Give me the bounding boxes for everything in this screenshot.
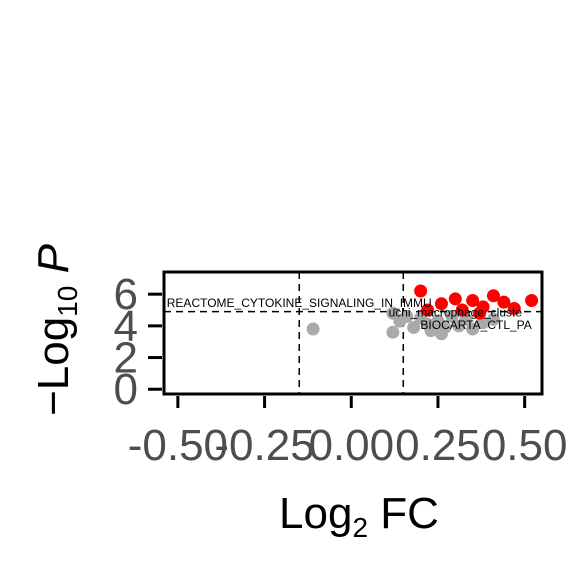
- x-axis-title-subscript: 2: [352, 512, 368, 543]
- x-tick-label-0: -0.50: [128, 421, 228, 470]
- point-annotation-2: BIOCARTA_CTL_PA: [420, 318, 531, 332]
- significant-point-7: [486, 289, 500, 303]
- nonsignificant-point-7: [424, 324, 438, 338]
- data-points: [306, 284, 539, 341]
- nonsignificant-point-10: [445, 309, 459, 323]
- y-tick-label-3: 6: [114, 270, 138, 319]
- nonsignificant-point-13: [466, 322, 480, 336]
- x-axis-title: Log2 FC: [279, 489, 439, 543]
- significant-point-0: [414, 284, 428, 298]
- point-annotation-1: uchi_macrophage_cluste: [389, 305, 523, 319]
- x-tick-label-1: -0.25: [214, 421, 314, 470]
- significant-point-4: [466, 294, 480, 308]
- x-tick-label-2: 0.00: [308, 421, 394, 470]
- significant-point-9: [507, 301, 521, 315]
- y-tick-label-1: 2: [114, 334, 138, 383]
- cutoff-lines: [164, 272, 542, 394]
- nonsignificant-point-0: [306, 322, 320, 336]
- nonsignificant-point-17: [400, 309, 414, 323]
- x-axis-title-base: Log: [279, 489, 352, 538]
- nonsignificant-point-4: [407, 320, 421, 334]
- y-axis-title-prefix: −Log: [29, 317, 78, 416]
- plot-panel-border: [162, 270, 544, 396]
- significant-point-11: [421, 303, 435, 317]
- y-axis-title-rest: P: [29, 243, 78, 285]
- y-tick-label-2: 4: [114, 302, 138, 351]
- x-axis: -0.50-0.250.00 0.25 0.50: [128, 396, 568, 470]
- significant-point-8: [497, 295, 511, 309]
- nonsignificant-point-1: [386, 325, 400, 339]
- y-axis-title: −Log10 P: [29, 243, 83, 415]
- significant-point-10: [525, 294, 539, 308]
- x-tick-label-3: 0.25: [395, 421, 481, 470]
- nonsignificant-point-15: [486, 313, 500, 327]
- point-annotation-0: REACTOME_CYTOKINE_SIGNALING_IN_IMMU: [167, 296, 432, 310]
- y-axis-title-subscript: 10: [52, 286, 83, 317]
- nonsignificant-point-16: [434, 327, 448, 341]
- point-annotations: REACTOME_CYTOKINE_SIGNALING_IN_IMMUuchi_…: [167, 296, 532, 332]
- x-tick-label-4: 0.50: [482, 421, 568, 470]
- significant-point-6: [476, 300, 490, 314]
- significant-point-3: [455, 303, 469, 317]
- significant-point-1: [434, 297, 448, 311]
- x-axis-title-rest: FC: [368, 489, 439, 538]
- y-tick-label-0: 0: [114, 365, 138, 414]
- significant-point-2: [448, 292, 462, 306]
